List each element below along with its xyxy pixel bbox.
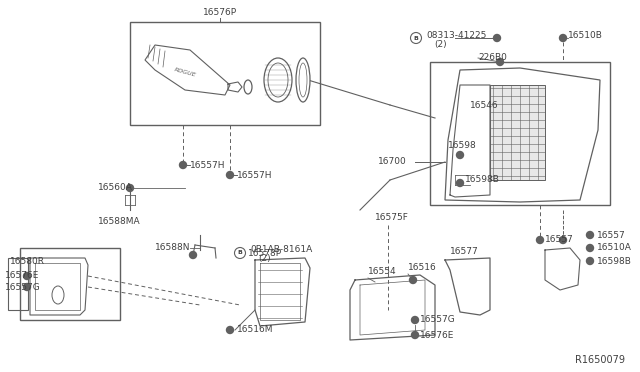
Text: 16557: 16557: [597, 231, 626, 240]
Polygon shape: [490, 85, 545, 180]
Text: 16554: 16554: [368, 267, 397, 276]
Text: 16576E: 16576E: [5, 272, 40, 280]
Circle shape: [234, 247, 246, 259]
Text: B: B: [237, 250, 243, 256]
Circle shape: [410, 32, 422, 44]
Circle shape: [127, 185, 134, 192]
Circle shape: [410, 276, 417, 283]
Circle shape: [189, 251, 196, 259]
Circle shape: [559, 35, 566, 42]
Circle shape: [24, 273, 31, 279]
Text: 16578P: 16578P: [248, 250, 282, 259]
Text: 16588N: 16588N: [155, 244, 191, 253]
Text: 16598B: 16598B: [465, 176, 500, 185]
Text: 16510A: 16510A: [597, 244, 632, 253]
Circle shape: [586, 244, 593, 251]
Text: 16557G: 16557G: [5, 282, 41, 292]
Circle shape: [456, 180, 463, 186]
Circle shape: [24, 283, 31, 291]
Text: 16557H: 16557H: [190, 160, 225, 170]
Text: 16576E: 16576E: [420, 330, 454, 340]
Ellipse shape: [296, 58, 310, 102]
Circle shape: [179, 161, 186, 169]
Text: 16516M: 16516M: [237, 326, 273, 334]
Text: 226B0: 226B0: [478, 54, 507, 62]
Text: 16598: 16598: [448, 141, 477, 150]
Circle shape: [586, 231, 593, 238]
Circle shape: [227, 171, 234, 179]
Text: 16700: 16700: [378, 157, 407, 167]
Text: 16557: 16557: [545, 235, 573, 244]
Circle shape: [497, 58, 504, 65]
Text: 16598B: 16598B: [597, 257, 632, 266]
Text: R1650079: R1650079: [575, 355, 625, 365]
Text: 16575F: 16575F: [375, 214, 409, 222]
Text: (2): (2): [434, 39, 447, 48]
Text: B: B: [413, 35, 419, 41]
Circle shape: [227, 327, 234, 334]
Circle shape: [493, 35, 500, 42]
Circle shape: [412, 317, 419, 324]
Circle shape: [456, 151, 463, 158]
Text: 16580R: 16580R: [10, 257, 45, 266]
Text: (2): (2): [258, 253, 271, 263]
Circle shape: [559, 237, 566, 244]
Text: 16546: 16546: [470, 100, 499, 109]
Circle shape: [536, 237, 543, 244]
Text: 0B1AB-8161A: 0B1AB-8161A: [250, 246, 312, 254]
Ellipse shape: [264, 58, 292, 102]
Text: ROGUE: ROGUE: [173, 67, 196, 77]
Text: 16510B: 16510B: [568, 31, 603, 39]
Text: 16557H: 16557H: [237, 170, 273, 180]
Text: 16560A: 16560A: [98, 183, 133, 192]
Text: 16516: 16516: [408, 263, 436, 273]
Text: 16577: 16577: [450, 247, 479, 257]
Text: 16557G: 16557G: [420, 315, 456, 324]
Text: 16588MA: 16588MA: [98, 218, 141, 227]
Text: 16576P: 16576P: [203, 8, 237, 17]
Text: 08313-41225: 08313-41225: [426, 31, 486, 39]
Circle shape: [586, 257, 593, 264]
Circle shape: [412, 331, 419, 339]
